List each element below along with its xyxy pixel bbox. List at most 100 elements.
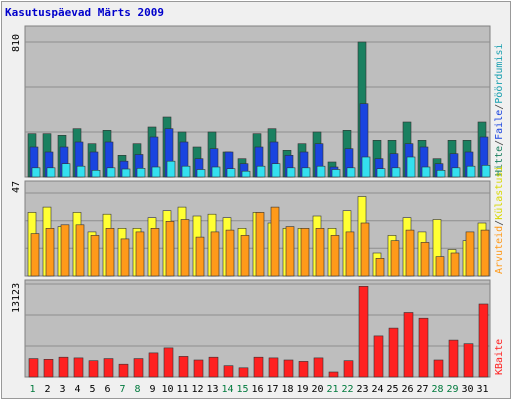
- day-label-24: 24: [371, 384, 383, 395]
- kbytes-bar-kbaite-day-20: [313, 357, 324, 378]
- hits-bar-pöördumisi-day-19: [301, 167, 311, 178]
- kbytes-bar-kbaite-day-25: [388, 327, 399, 378]
- visits-bar-arvuteid-day-12: [195, 236, 205, 277]
- kbytes-bar-kbaite-day-27: [418, 317, 429, 378]
- visits-bar-arvuteid-day-16: [255, 212, 265, 277]
- day-label-20: 20: [311, 384, 323, 395]
- hits-bar-pöördumisi-day-9: [151, 166, 161, 178]
- kbytes-bar-kbaite-day-3: [58, 356, 69, 378]
- hits-bar-pöördumisi-day-11: [181, 165, 191, 178]
- hits-bar-pöördumisi-day-12: [196, 169, 206, 178]
- kbytes-bar-kbaite-day-9: [148, 352, 159, 378]
- visits-bar-arvuteid-day-6: [105, 228, 115, 277]
- hits-bar-pöördumisi-day-22: [346, 167, 356, 178]
- legend-visits: Külastusi: [494, 166, 505, 220]
- visits-bar-arvuteid-day-4: [75, 224, 85, 277]
- visits-bar-arvuteid-day-9: [150, 228, 160, 277]
- kbytes-bar-kbaite-day-8: [133, 358, 144, 378]
- legend-sep-2: /: [494, 104, 505, 110]
- kbytes-bar-kbaite-day-21: [328, 371, 339, 378]
- day-label-5: 5: [89, 384, 95, 395]
- hits-bar-pöördumisi-day-18: [286, 167, 296, 178]
- kbytes-bar-kbaite-day-30: [463, 343, 474, 378]
- day-label-18: 18: [281, 384, 293, 395]
- visits-bar-arvuteid-day-14: [225, 229, 235, 277]
- visits-bar-arvuteid-day-27: [420, 242, 430, 277]
- day-label-28: 28: [431, 384, 443, 395]
- day-label-23: 23: [356, 384, 368, 395]
- kbytes-bar-kbaite-day-23: [358, 285, 369, 378]
- panel-visits-bars: [27, 196, 490, 277]
- visits-bar-arvuteid-day-28: [435, 256, 445, 277]
- legend-pages: Pöördumisi: [494, 44, 505, 104]
- panel-kbytes: 13123 KBaite: [11, 279, 505, 378]
- visits-bar-arvuteid-day-31: [480, 229, 490, 277]
- kbytes-bar-kbaite-day-17: [268, 357, 279, 378]
- day-label-26: 26: [401, 384, 413, 395]
- hits-bar-pöördumisi-day-8: [136, 168, 146, 178]
- kbytes-bar-kbaite-day-18: [283, 359, 294, 378]
- panel-kbytes-bars: [28, 285, 489, 378]
- visits-bar-arvuteid-day-15: [240, 235, 250, 277]
- day-label-27: 27: [416, 384, 428, 395]
- hits-bar-pöördumisi-day-14: [226, 168, 236, 178]
- visits-bar-arvuteid-day-8: [135, 231, 145, 277]
- hits-bar-pöördumisi-day-28: [436, 170, 446, 178]
- visits-bar-arvuteid-day-24: [375, 257, 385, 277]
- panel-hits-ymax-label: 810: [11, 34, 22, 52]
- hits-bar-pöördumisi-day-21: [331, 169, 341, 178]
- hits-bar-pöördumisi-day-29: [451, 167, 461, 178]
- kbytes-bar-kbaite-day-13: [208, 356, 219, 378]
- day-label-8: 8: [134, 384, 140, 395]
- day-label-10: 10: [161, 384, 173, 395]
- visits-bar-arvuteid-day-2: [45, 228, 55, 277]
- day-label-14: 14: [221, 384, 233, 395]
- day-label-12: 12: [191, 384, 203, 395]
- hits-bar-pöördumisi-day-24: [376, 168, 386, 178]
- visits-bar-arvuteid-day-10: [165, 221, 175, 277]
- hits-bar-pöördumisi-day-10: [166, 160, 176, 178]
- visits-bar-arvuteid-day-26: [405, 229, 415, 277]
- day-label-25: 25: [386, 384, 398, 395]
- hits-bar-pöördumisi-day-2: [46, 167, 56, 178]
- day-label-17: 17: [266, 384, 278, 395]
- kbytes-bar-kbaite-day-12: [193, 359, 204, 378]
- visits-bar-arvuteid-day-17: [270, 206, 280, 277]
- kbytes-bar-kbaite-day-2: [43, 358, 54, 378]
- hits-bar-pöördumisi-day-26: [406, 156, 416, 178]
- visits-bar-arvuteid-day-30: [465, 231, 475, 277]
- day-label-11: 11: [176, 384, 188, 395]
- legend-hits: Hitte: [494, 146, 505, 176]
- day-label-6: 6: [104, 384, 110, 395]
- day-label-29: 29: [446, 384, 458, 395]
- visits-bar-arvuteid-day-7: [120, 238, 130, 277]
- day-label-13: 13: [206, 384, 218, 395]
- hits-bar-pöördumisi-day-1: [31, 167, 41, 178]
- kbytes-bar-kbaite-day-10: [163, 347, 174, 378]
- kbytes-bar-kbaite-day-19: [298, 361, 309, 378]
- day-label-31: 31: [476, 384, 488, 395]
- legend-kbytes: KBaite: [494, 339, 505, 375]
- panel-visits-ymax-label: 47: [11, 181, 22, 193]
- day-label-1: 1: [29, 384, 35, 395]
- visits-bar-arvuteid-day-11: [180, 219, 190, 277]
- kbytes-bar-kbaite-day-22: [343, 360, 354, 378]
- visits-bar-arvuteid-day-19: [300, 228, 310, 277]
- day-label-19: 19: [296, 384, 308, 395]
- visits-bar-arvuteid-day-29: [450, 252, 460, 277]
- day-label-2: 2: [44, 384, 50, 395]
- legend-sep-3: /: [494, 220, 505, 226]
- kbytes-bar-kbaite-day-5: [88, 360, 99, 378]
- hits-bar-pöördumisi-day-30: [466, 165, 476, 178]
- hits-bar-pöördumisi-day-23: [361, 156, 371, 178]
- panel-kbytes-legend: KBaite: [494, 339, 505, 375]
- hits-bar-pöördumisi-day-20: [316, 165, 326, 178]
- kbytes-bar-kbaite-day-28: [433, 359, 444, 378]
- visits-bar-arvuteid-day-20: [315, 228, 325, 277]
- panel-hits-legend: Hitte/Faile/Pöördumisi: [494, 44, 505, 177]
- kbytes-bar-kbaite-day-29: [448, 339, 459, 378]
- hits-bar-pöördumisi-day-27: [421, 166, 431, 178]
- kbytes-bar-kbaite-day-11: [178, 356, 189, 378]
- hits-bar-pöördumisi-day-7: [121, 168, 131, 178]
